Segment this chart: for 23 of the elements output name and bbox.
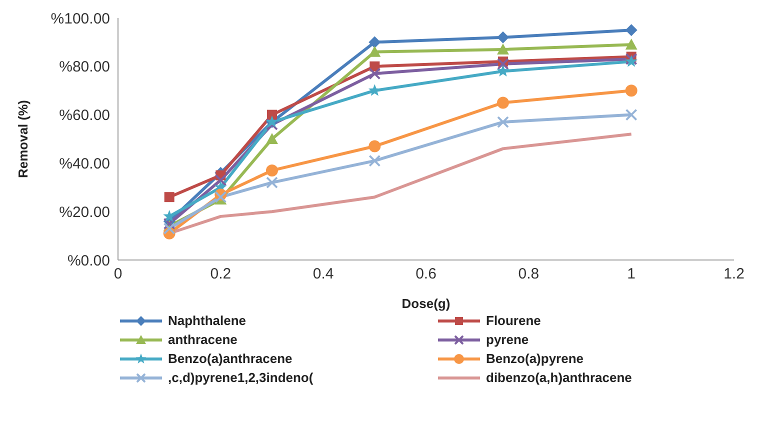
legend-label: ,c,d)pyrene1,2,3indeno( — [168, 370, 314, 385]
x-tick-label: 0 — [114, 266, 122, 283]
x-tick-label: 0.4 — [312, 266, 334, 283]
y-tick-label: %40.00 — [59, 156, 110, 173]
y-tick-label: %0.00 — [67, 252, 110, 270]
x-tick-label: 1.2 — [724, 266, 744, 283]
y-tick-label: %60.00 — [59, 107, 110, 124]
legend-label: Benzo(a)anthracene — [168, 351, 292, 366]
legend-label: Benzo(a)pyrene — [486, 351, 584, 366]
y-tick-label: %80.00 — [59, 58, 110, 76]
x-axis-title: Dose(g) — [402, 296, 450, 311]
x-tick-label: 0.6 — [416, 266, 436, 283]
x-tick-label: 1 — [627, 266, 636, 283]
legend-label: Naphthalene — [168, 313, 246, 328]
y-tick-label: %100.00 — [50, 10, 110, 28]
legend-label: anthracene — [168, 332, 238, 347]
y-axis-title: Removal (%) — [16, 100, 31, 178]
legend-label: pyrene — [486, 332, 529, 347]
legend-label: dibenzo(a,h)anthracene — [486, 370, 632, 385]
x-tick-label: 0.8 — [518, 266, 540, 283]
x-tick-label: 0.2 — [210, 266, 232, 283]
legend-label: Flourene — [486, 313, 541, 328]
y-tick-label: %20.00 — [59, 204, 110, 221]
